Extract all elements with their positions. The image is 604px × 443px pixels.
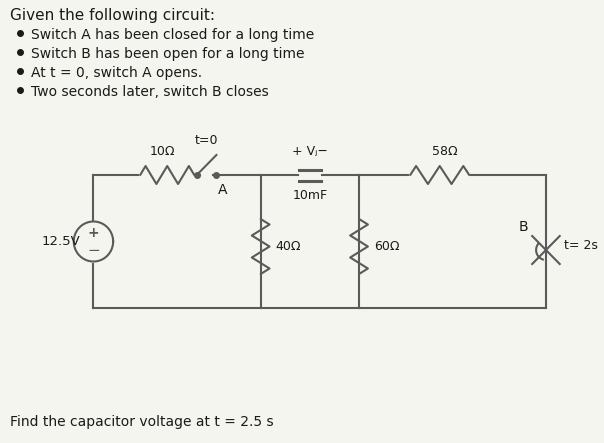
Text: −: −	[87, 243, 100, 258]
Text: 10Ω: 10Ω	[150, 145, 175, 158]
Text: 10mF: 10mF	[292, 189, 327, 202]
Text: t=0: t=0	[195, 134, 218, 147]
Text: 40Ω: 40Ω	[275, 240, 301, 253]
Text: t= 2s: t= 2s	[564, 238, 597, 252]
Text: Given the following circuit:: Given the following circuit:	[10, 8, 215, 23]
Text: 60Ω: 60Ω	[374, 240, 399, 253]
Text: Two seconds later, switch B closes: Two seconds later, switch B closes	[31, 85, 269, 99]
Text: Switch B has been open for a long time: Switch B has been open for a long time	[31, 47, 305, 61]
Text: Switch A has been closed for a long time: Switch A has been closed for a long time	[31, 28, 315, 42]
Text: Find the capacitor voltage at t = 2.5 s: Find the capacitor voltage at t = 2.5 s	[10, 415, 274, 429]
Text: A: A	[219, 183, 228, 197]
Text: 12.5V: 12.5V	[42, 235, 80, 248]
Text: 58Ω: 58Ω	[432, 145, 457, 158]
Text: +: +	[88, 225, 99, 240]
Text: + Vⱼ−: + Vⱼ−	[292, 145, 328, 158]
Text: At t = 0, switch A opens.: At t = 0, switch A opens.	[31, 66, 202, 80]
Text: B: B	[519, 220, 528, 234]
